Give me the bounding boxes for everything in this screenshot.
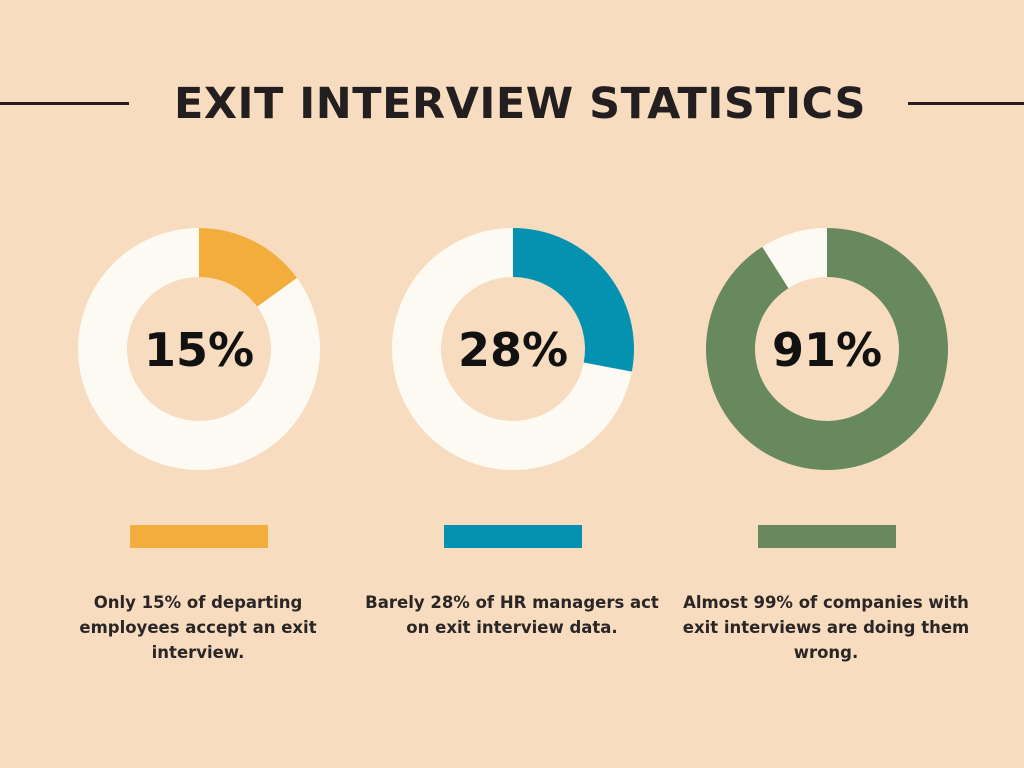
stat-caption: Barely 28% of HR managers act on exit in… <box>365 593 659 637</box>
donut-segment <box>199 228 297 307</box>
stat-caption: Only 15% of departing employees accept a… <box>79 593 317 662</box>
donut-chart <box>78 228 320 470</box>
donut-svg <box>78 228 320 470</box>
title-rule-right <box>908 102 1024 105</box>
color-swatch <box>444 525 582 548</box>
color-swatch <box>130 525 268 548</box>
donut-ring-base <box>392 228 632 470</box>
percentage-label: 91% <box>771 323 883 377</box>
stat-card: 28% Barely 28% of HR managers act on exi… <box>362 0 662 768</box>
donut-svg <box>706 228 948 470</box>
color-swatch <box>758 525 896 548</box>
stat-card: 91% Almost 99% of companies with exit in… <box>676 0 976 768</box>
percentage-label: 28% <box>457 323 569 377</box>
donut-ring-base <box>762 228 827 289</box>
donut-svg <box>392 228 634 470</box>
donut-chart <box>706 228 948 470</box>
percentage-label: 15% <box>143 323 255 377</box>
donut-chart <box>392 228 634 470</box>
donut-ring-base <box>78 228 320 470</box>
donut-segment <box>513 228 634 372</box>
page-title: EXIT INTERVIEW STATISTICS <box>173 79 867 129</box>
stat-caption: Almost 99% of companies with exit interv… <box>682 593 970 662</box>
title-rule-left <box>0 102 129 105</box>
donut-segment <box>706 228 948 470</box>
stat-card: 15% Only 15% of departing employees acce… <box>48 0 348 768</box>
